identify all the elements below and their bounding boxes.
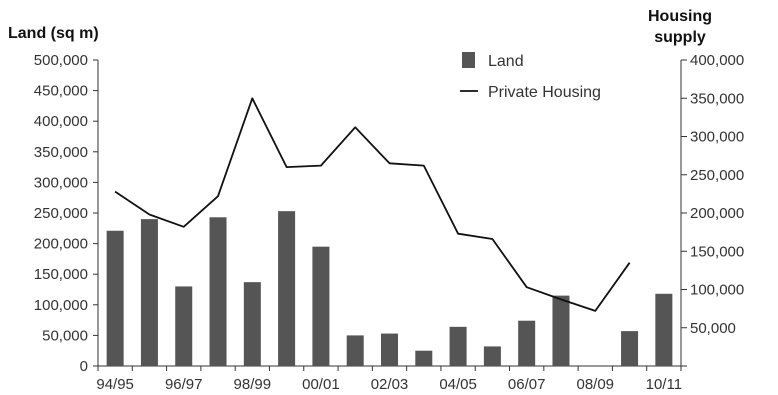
legend-swatch-land [462,52,475,68]
land-bar [621,331,639,366]
x-tick-label: 00/01 [302,376,340,393]
right-tick-label: 100,000 [690,282,744,299]
right-axis-title-line-1: Housing [648,8,712,25]
land-bar [552,295,570,366]
x-tick-label: 06/07 [508,376,546,393]
left-tick-label: 350,000 [34,144,88,161]
left-axis-title: Land (sq m) [8,25,99,42]
land-bars [106,211,673,366]
right-axis: 50,000 100,000 150,000 200,000 250,000 300,00… [680,52,744,367]
left-tick-label: 200,000 [34,236,88,253]
x-tick-label: 02/03 [371,376,409,393]
land-bar [140,219,158,366]
land-bar [415,350,433,366]
land-bar [243,282,261,366]
x-tick-label: 04/05 [439,376,477,393]
x-tick-label: 98/99 [234,376,272,393]
right-tick-label: 150,000 [690,243,744,260]
right-tick-label: 250,000 [690,167,744,184]
x-tick-label: 96/97 [165,376,203,393]
x-tick-label: 08/09 [576,376,614,393]
left-tick-label: 450,000 [34,83,88,100]
left-tick-label: 400,000 [34,113,88,130]
legend-label-land: Land [488,53,524,70]
private-housing-line [114,97,631,312]
right-tick-label: 200,000 [690,205,744,222]
left-axis: 0 50,000 100,000 150,000 200,000 250,000 300,0… [34,52,99,375]
legend-label-private-housing: Private Housing [488,84,601,101]
land-bar [312,246,330,366]
left-tick-label: 300,000 [34,174,88,191]
x-tick-label: 10/11 [646,376,682,393]
land-bar [209,217,227,366]
x-tick-label: 94/95 [96,376,134,393]
left-tick-label: 500,000 [34,52,88,69]
right-tick-label: 50,000 [690,320,736,337]
land-bar [483,346,501,366]
land-bar [106,230,124,366]
right-tick-label: 350,000 [690,90,744,107]
land-bar [518,320,536,366]
land-bar [278,211,296,366]
right-tick-label: 400,000 [690,52,744,69]
left-tick-label: 150,000 [34,266,88,283]
land-bar [175,286,193,366]
x-axis: 94/95 96/97 98/99 00/01 02/03 04/05 06/07 08/09… [96,365,682,393]
left-tick-label: 0 [80,358,88,375]
left-tick-label: 50,000 [42,327,88,344]
land-bar [381,333,398,366]
left-tick-label: 250,000 [34,205,88,222]
private-housing-line-group [114,97,631,312]
land-bar [449,326,467,366]
land-bar [346,335,364,366]
land-bar [655,293,673,366]
left-tick-label: 100,000 [34,297,88,314]
legend: Land Private Housing [460,52,601,101]
right-tick-label: 300,000 [690,129,744,146]
right-axis-title-line-2: supply [654,29,706,46]
